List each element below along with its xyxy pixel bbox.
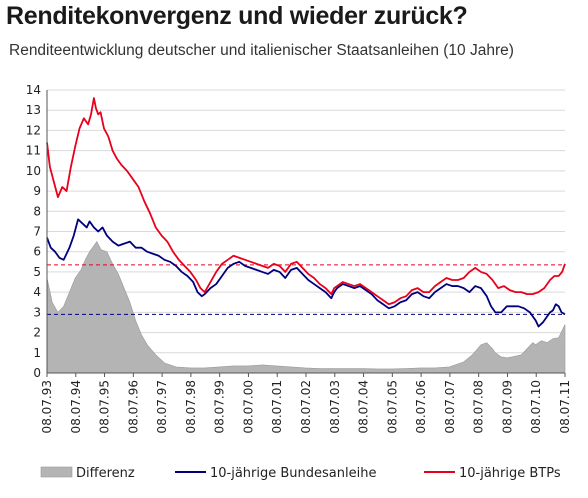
grid-lines — [47, 89, 565, 354]
reference-lines — [47, 264, 565, 315]
x-tick-label: 08.07.96 — [126, 380, 140, 433]
y-tick-label: 4 — [33, 285, 41, 299]
x-tick-label: 08.07.02 — [299, 380, 313, 433]
x-tick-label: 08.07.00 — [241, 380, 255, 433]
legend: Differenz 10-jährige Bundesanleihe 10-jähr… — [40, 466, 561, 481]
y-tick-label: 11 — [26, 144, 41, 158]
legend-label: 10-jährige Bundesanleihe — [210, 466, 376, 481]
x-tick-label: 08.07.94 — [69, 380, 83, 433]
y-tick-label: 12 — [26, 123, 41, 137]
y-tick-label: 10 — [26, 164, 41, 178]
x-tick-label: 08.07.01 — [270, 380, 284, 433]
y-tick-label: 3 — [33, 305, 41, 319]
x-tick-label: 08.07.07 — [443, 380, 457, 433]
x-tick-label: 08.07.03 — [328, 380, 342, 433]
x-tick-label: 08.07.95 — [98, 380, 112, 433]
x-tick-labels: 08.07.93 08.07.94 08.07.95 08.07.96 08.07.97… — [40, 373, 572, 433]
legend-swatch-differenz — [40, 466, 73, 478]
area-layer — [46, 241, 566, 374]
x-tick-label: 08.07.08 — [472, 380, 486, 433]
x-tick-label: 08.07.99 — [213, 380, 227, 433]
y-tick-label: 7 — [33, 225, 41, 239]
x-tick-label: 08.07.04 — [357, 380, 371, 433]
y-tick-label: 14 — [26, 83, 41, 97]
x-tick-label: 08.07.06 — [414, 380, 428, 433]
y-tick-label: 8 — [33, 204, 41, 218]
x-tick-label: 08.07.11 — [558, 380, 572, 433]
x-tick-label: 08.07.98 — [184, 380, 198, 433]
x-tick-label: 08.07.93 — [40, 380, 54, 433]
legend-label: Differenz — [76, 466, 135, 481]
y-tick-label: 13 — [26, 103, 41, 117]
x-tick-label: 08.07.10 — [529, 380, 543, 433]
chart-subtitle: Renditeentwicklung deutscher und italien… — [9, 42, 514, 59]
series-area-differenz — [46, 241, 566, 374]
y-tick-label: 2 — [33, 326, 41, 340]
y-tick-label: 9 — [33, 184, 41, 198]
chart-title: Renditekonvergenz und wieder zurück? — [6, 2, 468, 30]
y-tick-label: 0 — [33, 366, 41, 380]
legend-label: 10-jährige BTPs — [459, 466, 561, 481]
y-tick-label: 6 — [33, 245, 41, 259]
series-line-btps — [46, 97, 566, 306]
line-layer — [46, 97, 566, 328]
series-line-bundesanleihe — [46, 218, 566, 328]
x-tick-label: 08.07.97 — [155, 380, 169, 433]
x-tick-label: 08.07.05 — [385, 380, 399, 433]
x-tick-label: 08.07.09 — [500, 380, 514, 433]
y-tick-label: 5 — [33, 265, 41, 279]
y-tick-label: 1 — [33, 346, 41, 360]
